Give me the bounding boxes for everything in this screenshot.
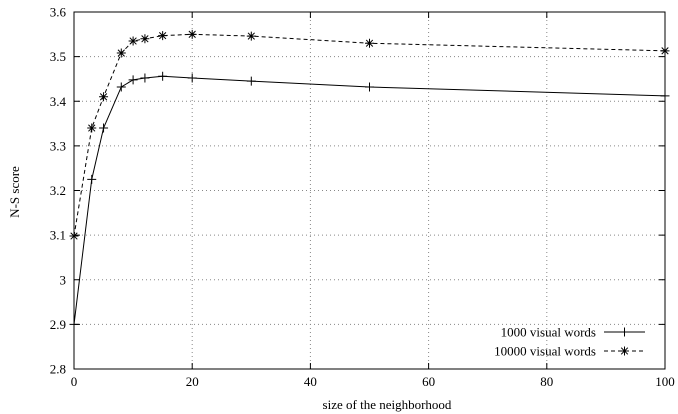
data-point: [660, 46, 670, 56]
legend-item: 1000 visual words: [501, 325, 645, 340]
x-axis-title: size of the neighborhood: [323, 397, 452, 412]
y-tick-label: 2.9: [50, 317, 66, 332]
data-point: [69, 319, 79, 329]
series-2: [69, 29, 670, 241]
data-point: [660, 91, 670, 101]
data-point: [187, 73, 197, 83]
y-tick-label: 3.1: [50, 228, 66, 243]
y-tick-label: 3.5: [50, 49, 66, 64]
y-tick-label: 2.8: [50, 362, 66, 377]
y-tick-label: 3.6: [50, 5, 67, 20]
data-point: [69, 231, 79, 241]
data-point: [140, 73, 150, 83]
legend-label: 10000 visual words: [494, 344, 596, 359]
data-point: [158, 71, 168, 81]
x-tick-label: 20: [186, 374, 199, 389]
x-tick-label: 80: [540, 374, 553, 389]
y-axis-title: N-S score: [7, 166, 22, 218]
series-line: [73, 33, 666, 237]
data-point: [140, 34, 150, 44]
data-point: [128, 36, 138, 46]
data-point: [87, 174, 97, 184]
x-tick-label: 100: [655, 374, 675, 389]
data-point: [187, 29, 197, 39]
data-point: [158, 31, 168, 41]
y-tick-labels: 2.8 2.9 3 3.1 3.2 3.3 3.4 3.5 3.6: [50, 5, 67, 377]
data-point: [365, 38, 374, 48]
legend-marker: [620, 327, 629, 337]
legend: 1000 visual words 10000 visual words: [494, 325, 645, 359]
x-tick-label: 60: [422, 374, 435, 389]
x-tick-labels: 0 20 40 60 80 100: [71, 374, 675, 389]
data-point: [128, 75, 138, 85]
data-point: [365, 82, 374, 92]
x-tick-label: 0: [71, 374, 78, 389]
data-point: [99, 123, 109, 133]
data-point: [116, 82, 126, 92]
legend-label: 1000 visual words: [501, 325, 596, 340]
data-point: [99, 92, 109, 102]
y-tick-label: 3.4: [50, 94, 67, 109]
series-line: [73, 75, 666, 325]
legend-marker: [620, 346, 629, 356]
legend-item: 10000 visual words: [494, 344, 645, 359]
x-tick-label: 40: [304, 374, 317, 389]
data-point: [87, 123, 97, 133]
series-group: [69, 29, 670, 329]
y-tick-label: 3.3: [50, 138, 66, 153]
y-tick-label: 3.2: [50, 183, 66, 198]
series-1: [69, 71, 670, 329]
data-point: [246, 31, 256, 41]
data-point: [246, 76, 256, 86]
y-tick-label: 3: [60, 272, 67, 287]
grid-lines: [74, 12, 665, 369]
data-point: [116, 48, 126, 58]
axis-ticks: [73, 11, 666, 370]
